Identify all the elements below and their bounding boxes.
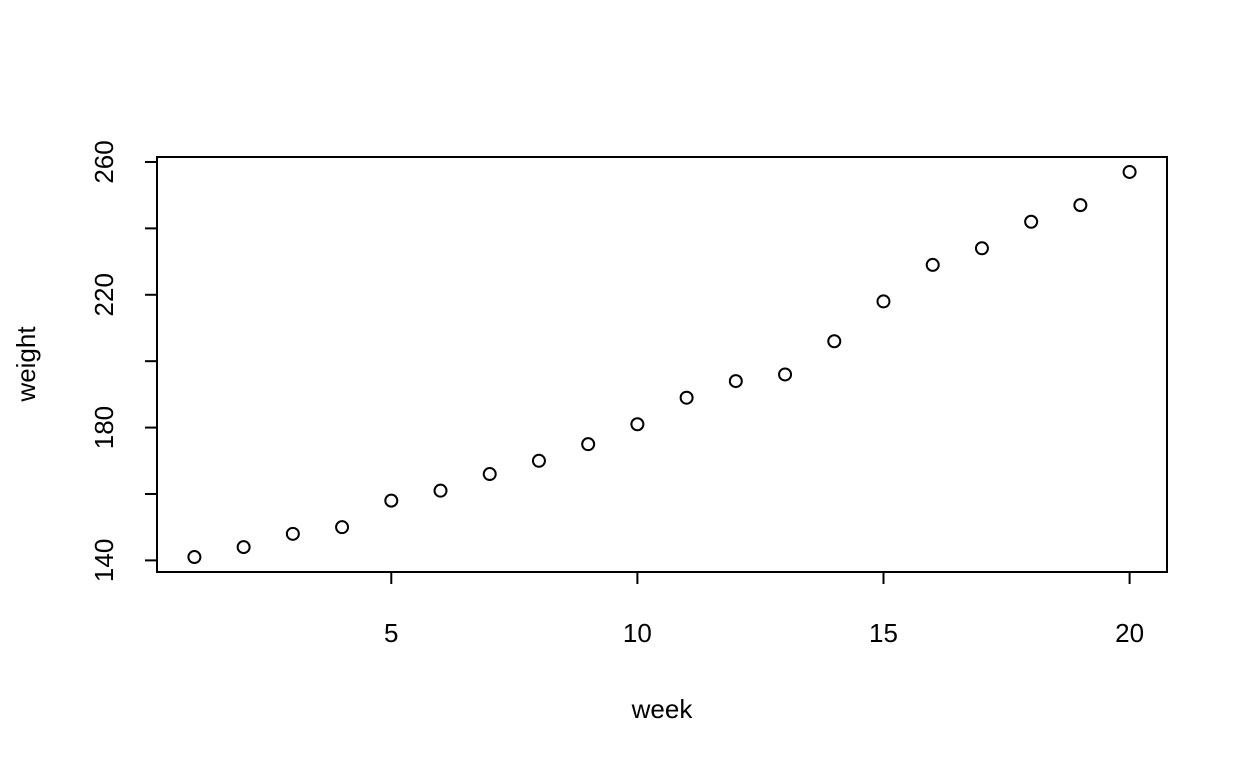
data-point — [384, 493, 399, 508]
data-point — [679, 390, 694, 405]
y-tick-label: 180 — [89, 406, 119, 449]
data-point — [1024, 214, 1039, 229]
y-tick-label: 220 — [89, 273, 119, 316]
data-point — [236, 540, 251, 555]
data-point — [531, 453, 546, 468]
y-axis: 140 180 220 260 — [89, 140, 158, 582]
data-point — [433, 483, 448, 498]
data-point — [482, 467, 497, 482]
data-point — [728, 374, 743, 389]
data-point — [876, 294, 891, 309]
data-point — [974, 241, 989, 256]
data-point — [581, 437, 596, 452]
data-point — [187, 550, 202, 565]
x-axis: 5 10 15 20 — [384, 571, 1144, 648]
data-point — [827, 334, 842, 349]
data-point — [778, 367, 793, 382]
data-point — [1122, 164, 1137, 179]
y-tick-label: 140 — [89, 539, 119, 582]
data-point — [1073, 198, 1088, 213]
data-points — [187, 164, 1137, 565]
plot-frame — [156, 156, 1168, 573]
data-point — [630, 417, 645, 432]
data-point — [285, 526, 300, 541]
y-tick-label: 260 — [89, 140, 119, 183]
data-point — [335, 520, 350, 535]
x-tick-label: 10 — [623, 618, 652, 648]
x-tick-label: 5 — [384, 618, 398, 648]
data-point — [925, 257, 940, 272]
y-axis-label: weight — [11, 326, 41, 403]
x-axis-label: week — [631, 694, 694, 724]
x-tick-label: 20 — [1115, 618, 1144, 648]
x-tick-label: 15 — [869, 618, 898, 648]
